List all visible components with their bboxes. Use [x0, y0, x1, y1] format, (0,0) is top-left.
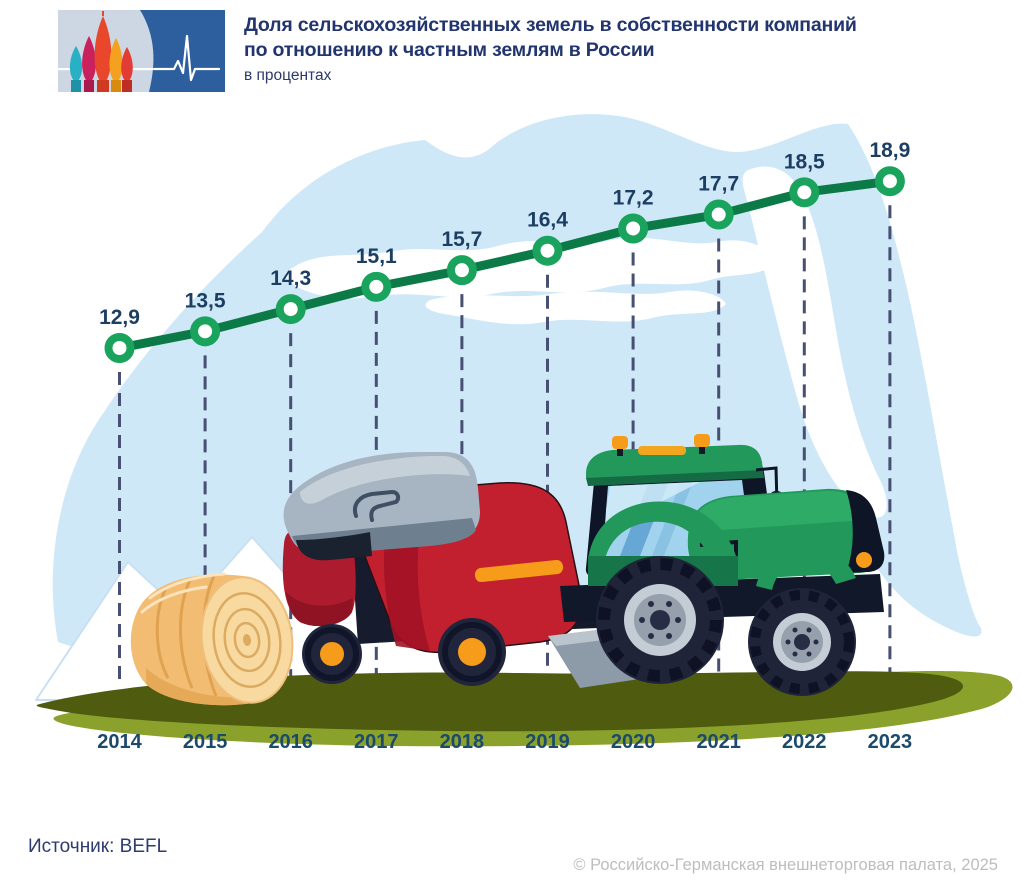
pulse-line-icon — [152, 34, 221, 82]
title-line-2: по отношению к частным землям в России — [244, 39, 655, 61]
data-point-marker — [104, 333, 135, 363]
tractor-front-wheel-icon — [748, 588, 856, 696]
data-point-marker — [703, 199, 734, 230]
source-label: Источник: BEFL — [28, 836, 168, 857]
cathedral-domes-icon — [69, 11, 133, 92]
data-point-marker — [275, 294, 306, 325]
tractor-rear-wheel-icon — [596, 556, 724, 684]
tractor-icon — [560, 434, 885, 696]
data-point-marker — [789, 177, 820, 208]
data-point-marker — [618, 213, 649, 244]
year-label: 2023 — [868, 731, 913, 753]
value-label: 17,2 — [613, 186, 654, 209]
hay-bale-icon — [130, 572, 294, 706]
data-point-marker — [190, 316, 221, 347]
value-label: 18,9 — [869, 139, 910, 162]
year-label: 2015 — [183, 731, 228, 753]
year-label: 2019 — [525, 731, 570, 753]
year-label: 2020 — [611, 731, 656, 753]
value-label: 15,1 — [356, 245, 397, 268]
year-label: 2022 — [782, 731, 827, 753]
header: Доля сельскохозяйственных земель в собст… — [58, 10, 857, 92]
cathedral-pulse-icon — [58, 10, 225, 92]
value-label: 15,7 — [441, 228, 482, 251]
year-label: 2017 — [354, 731, 399, 753]
value-label: 18,5 — [784, 150, 825, 173]
year-label: 2021 — [696, 731, 741, 753]
title-line-1: Доля сельскохозяйственных земель в собст… — [244, 14, 857, 36]
value-label: 17,7 — [698, 173, 739, 196]
chart-subtitle: в процентах — [244, 67, 332, 84]
value-label: 13,5 — [185, 289, 226, 312]
x-axis-labels: 2014 2015 2016 2017 2018 2019 2020 2021 2022 2023 — [97, 731, 912, 753]
value-label: 14,3 — [270, 267, 311, 290]
line-series — [104, 166, 905, 363]
data-point-marker — [532, 235, 563, 266]
value-label: 16,4 — [527, 209, 568, 232]
trend-line — [115, 176, 895, 353]
page-title: Доля сельскохозяйственных земель в собст… — [244, 13, 857, 63]
copyright-label: © Российско-Германская внешнеторговая па… — [573, 856, 998, 874]
chamber-logo — [58, 10, 225, 92]
value-labels: 12,9 13,5 14,3 15,1 15,7 16,4 17,2 17,7 18,5 18,9 — [99, 139, 910, 329]
data-point-marker — [446, 255, 477, 286]
data-point-marker — [361, 271, 392, 302]
year-label: 2014 — [97, 731, 142, 753]
year-label: 2016 — [268, 731, 313, 753]
data-point-marker — [874, 166, 905, 197]
year-label: 2018 — [440, 731, 485, 753]
value-label: 12,9 — [99, 306, 140, 329]
